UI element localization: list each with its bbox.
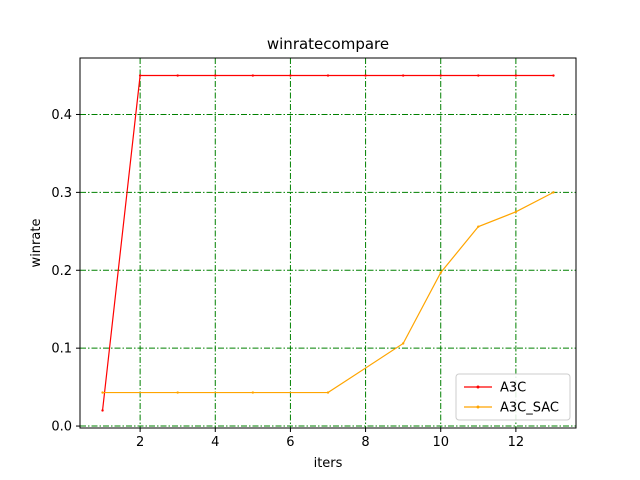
x-tick-label: 4 xyxy=(211,435,219,450)
y-tick-label: 0.0 xyxy=(51,420,72,435)
x-axis-label: iters xyxy=(314,456,343,471)
data-point-1 xyxy=(289,74,292,77)
data-point-1 xyxy=(214,74,217,77)
series-layer xyxy=(101,74,555,412)
data-point-1 xyxy=(552,74,555,77)
data-point-1 xyxy=(364,74,367,77)
data-point-2 xyxy=(176,391,179,394)
x-tick-label: 8 xyxy=(361,435,369,450)
data-point-1 xyxy=(514,74,518,77)
data-point-1 xyxy=(176,74,179,77)
data-point-2 xyxy=(439,271,442,274)
legend-box xyxy=(455,373,571,421)
data-point-2 xyxy=(514,210,518,214)
legend-marker-2 xyxy=(476,405,480,409)
y-tick-label: 0.3 xyxy=(51,186,72,201)
data-point-1 xyxy=(101,409,104,412)
grid xyxy=(80,58,576,428)
x-tick-label: 10 xyxy=(432,435,449,450)
data-point-1 xyxy=(138,74,142,77)
data-point-2 xyxy=(251,391,255,394)
chart-title: winratecompare xyxy=(267,35,389,53)
x-tick-label: 12 xyxy=(508,435,525,450)
data-point-2 xyxy=(477,225,480,228)
data-point-1 xyxy=(326,74,330,77)
data-point-1 xyxy=(477,74,480,77)
x-tick-label: 2 xyxy=(136,435,144,450)
y-tick-label: 0.1 xyxy=(51,342,72,357)
data-point-1 xyxy=(401,74,405,77)
legend-label-2: A3C_SAC xyxy=(500,401,559,416)
legend: A3C A3C_SAC xyxy=(455,373,571,421)
y-axis-label: winrate xyxy=(29,219,44,268)
y-tick-label: 0.4 xyxy=(51,108,72,123)
data-point-1 xyxy=(251,74,255,77)
legend-label-1: A3C xyxy=(500,381,526,396)
x-tick-label: 6 xyxy=(286,435,294,450)
data-point-2 xyxy=(552,191,555,194)
ticks: 2 4 6 8 10 12 0.0 0.1 0.2 0.3 0.4 xyxy=(51,108,524,450)
data-point-2 xyxy=(326,391,330,394)
data-point-1 xyxy=(439,74,442,77)
plot-frame xyxy=(79,57,577,429)
y-tick-label: 0.2 xyxy=(51,264,72,279)
data-point-2 xyxy=(101,391,104,394)
data-point-2 xyxy=(401,342,405,345)
legend-marker-1 xyxy=(476,385,480,389)
